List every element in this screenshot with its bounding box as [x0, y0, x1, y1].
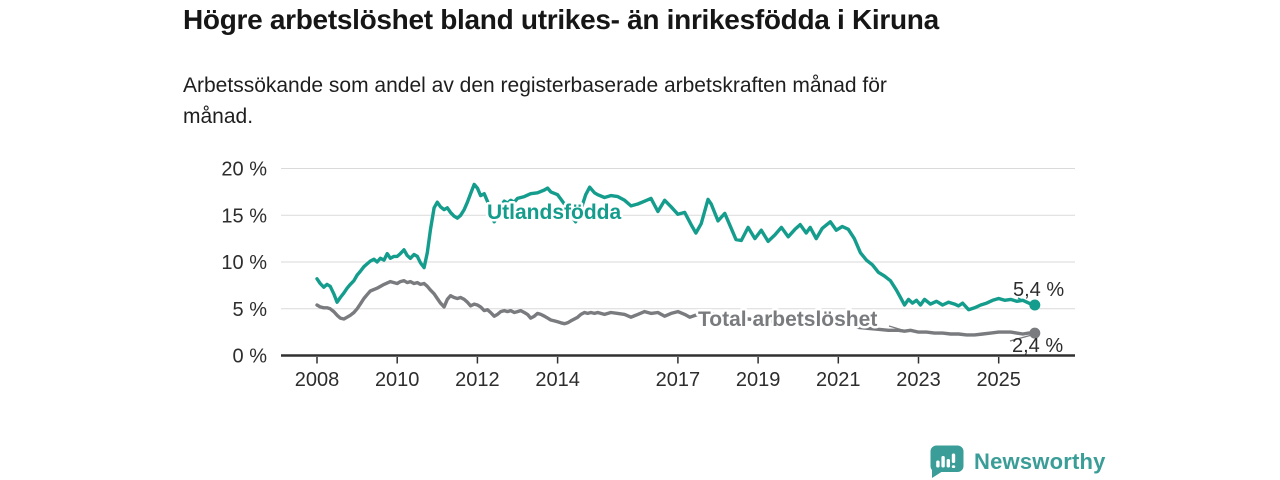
y-tick-label: 10 %: [221, 252, 267, 274]
x-tick-label: 2012: [455, 369, 500, 391]
x-tick-label: 2008: [295, 369, 340, 391]
newsworthy-brand-text: Newsworthy: [974, 449, 1106, 474]
x-tick-label: 2017: [656, 369, 701, 391]
label-connector-total: [888, 325, 905, 332]
series-line-1: [315, 279, 1037, 337]
x-tick-label: 2019: [736, 369, 781, 391]
series-line-0: [315, 182, 1037, 312]
x-tick-label: 2023: [896, 369, 941, 391]
y-tick-label: 15 %: [221, 205, 267, 227]
y-tick-label: 5 %: [233, 299, 268, 321]
x-tick-label: 2014: [535, 369, 580, 391]
x-tick-label: 2021: [816, 369, 861, 391]
bar-chart-speech-bubble-icon: [930, 445, 964, 478]
series-label-utlandsfodda: Utlandsfödda: [487, 201, 621, 224]
chart-grid: 0 % 5 % 10 % 15 % 20 % 2008 2010 2012 2014 2017 20…: [221, 159, 1075, 391]
x-tick-label: 2025: [976, 369, 1021, 391]
series-label-total: Total arbetslöshet: [698, 308, 877, 331]
chart-subtitle-line-2: månad.: [183, 105, 254, 128]
y-tick-label: 0 %: [233, 346, 268, 368]
end-value-utlandsfodda: 5,4 %: [1013, 279, 1064, 301]
y-tick-label: 20 %: [221, 159, 267, 181]
chart-subtitle-line-1: Arbetssökande som andel av den registerb…: [183, 74, 887, 97]
chart-title: Högre arbetslöshet bland utrikes- än inr…: [183, 4, 939, 35]
series-end-dot-1: [1029, 327, 1041, 339]
value-connector-utlandsfodda: [1017, 297, 1031, 305]
chart-series: [315, 182, 1041, 339]
chart-subtitle: Arbetssökande som andel av den registerb…: [183, 70, 887, 132]
x-tick-label: 2010: [375, 369, 420, 391]
end-value-total: 2,4 %: [1012, 335, 1063, 357]
newsworthy-logo: Newsworthy: [930, 445, 1106, 479]
series-end-dot-0: [1029, 299, 1041, 311]
value-connector-total: [1009, 334, 1031, 342]
